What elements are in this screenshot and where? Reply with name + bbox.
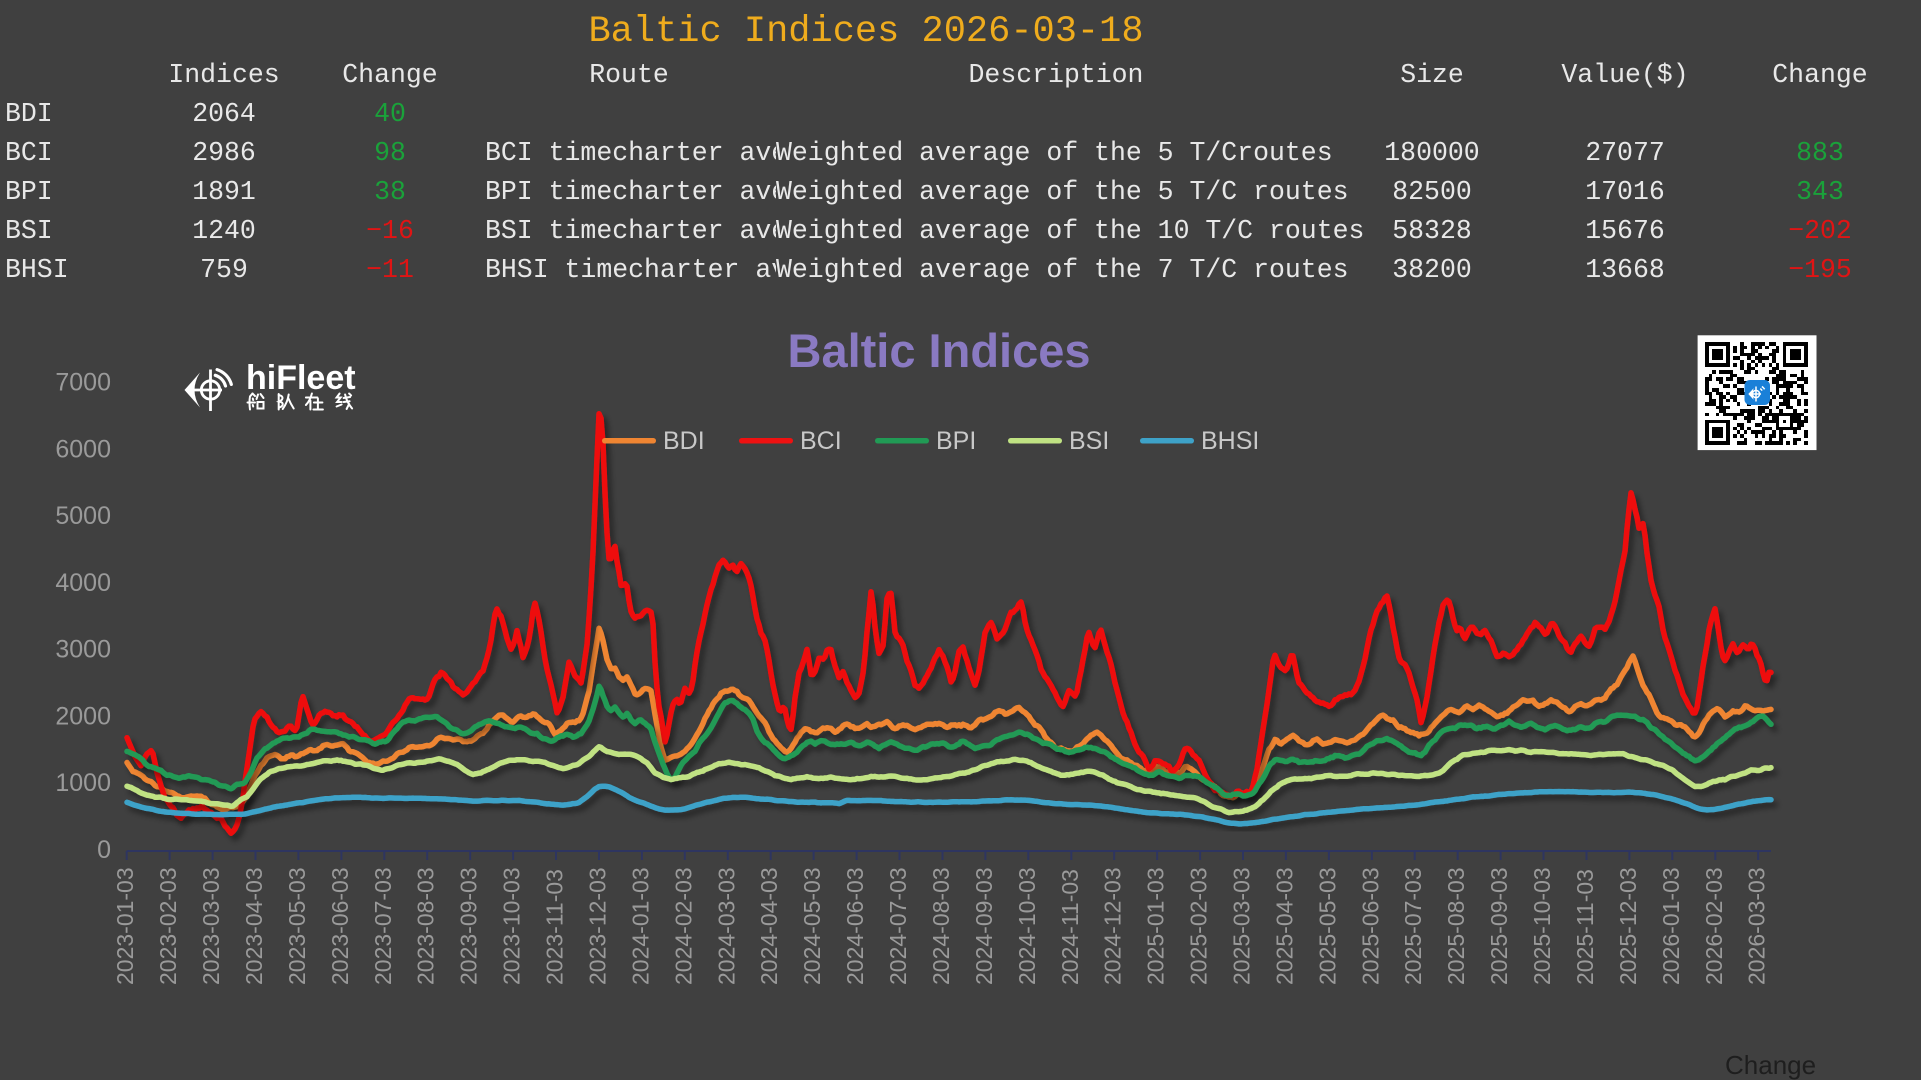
svg-text:2025-03-03: 2025-03-03 [1229, 867, 1255, 985]
svg-text:2025-04-03: 2025-04-03 [1271, 867, 1297, 985]
svg-text:4000: 4000 [55, 569, 111, 597]
svg-text:2024-02-03: 2024-02-03 [670, 867, 696, 985]
svg-text:Baltic Indices: Baltic Indices [788, 324, 1091, 377]
svg-text:BSI: BSI [1069, 427, 1109, 455]
svg-text:2024-06-03: 2024-06-03 [842, 867, 868, 985]
svg-text:2023-11-03: 2023-11-03 [542, 869, 568, 985]
svg-text:2023-12-03: 2023-12-03 [585, 867, 611, 985]
svg-text:BCI: BCI [800, 427, 842, 455]
svg-text:2025-12-03: 2025-12-03 [1615, 867, 1641, 985]
svg-text:2024-08-03: 2024-08-03 [928, 867, 954, 985]
svg-text:2023-08-03: 2023-08-03 [413, 867, 439, 985]
svg-text:BPI: BPI [936, 427, 976, 455]
svg-text:2025-11-03: 2025-11-03 [1572, 869, 1598, 985]
svg-text:2023-10-03: 2023-10-03 [499, 867, 525, 985]
svg-text:2023-06-03: 2023-06-03 [327, 867, 353, 985]
svg-text:hiFleet: hiFleet [246, 359, 356, 397]
svg-text:2025-08-03: 2025-08-03 [1443, 867, 1469, 985]
svg-text:7000: 7000 [55, 369, 111, 397]
svg-text:2025-10-03: 2025-10-03 [1529, 867, 1555, 985]
svg-text:3000: 3000 [55, 636, 111, 664]
svg-text:2024-03-03: 2024-03-03 [713, 867, 739, 985]
svg-text:2024-10-03: 2024-10-03 [1014, 867, 1040, 985]
svg-text:1000: 1000 [55, 769, 111, 797]
svg-text:2025-07-03: 2025-07-03 [1400, 867, 1426, 985]
svg-text:6000: 6000 [55, 435, 111, 463]
svg-text:2023-05-03: 2023-05-03 [284, 867, 310, 985]
svg-text:2024-09-03: 2024-09-03 [971, 867, 997, 985]
svg-text:2026-03-03: 2026-03-03 [1744, 867, 1770, 985]
svg-text:BDI: BDI [663, 427, 705, 455]
svg-text:5000: 5000 [55, 502, 111, 530]
svg-text:2025-06-03: 2025-06-03 [1357, 867, 1383, 985]
svg-text:2025-05-03: 2025-05-03 [1314, 867, 1340, 985]
svg-text:2024-05-03: 2024-05-03 [799, 867, 825, 985]
svg-text:2024-01-03: 2024-01-03 [627, 867, 653, 985]
svg-text:2024-11-03: 2024-11-03 [1057, 869, 1083, 985]
svg-text:2024-07-03: 2024-07-03 [885, 867, 911, 985]
svg-text:2024-12-03: 2024-12-03 [1100, 867, 1126, 985]
svg-text:2023-09-03: 2023-09-03 [456, 867, 482, 985]
svg-text:2025-02-03: 2025-02-03 [1186, 867, 1212, 985]
svg-text:2023-04-03: 2023-04-03 [241, 867, 267, 985]
svg-text:2023-02-03: 2023-02-03 [155, 867, 181, 985]
svg-text:2023-07-03: 2023-07-03 [370, 867, 396, 985]
svg-text:2023-03-03: 2023-03-03 [198, 867, 224, 985]
svg-text:2025-09-03: 2025-09-03 [1486, 867, 1512, 985]
svg-text:2026-01-03: 2026-01-03 [1658, 867, 1684, 985]
svg-text:2026-02-03: 2026-02-03 [1701, 867, 1727, 985]
svg-text:Change: Change [1725, 1050, 1816, 1080]
svg-text:BHSI: BHSI [1201, 427, 1259, 455]
svg-text:2000: 2000 [55, 703, 111, 731]
svg-text:2023-01-03: 2023-01-03 [112, 867, 138, 985]
svg-text:0: 0 [97, 836, 111, 864]
svg-text:2025-01-03: 2025-01-03 [1143, 867, 1169, 985]
svg-text:2024-04-03: 2024-04-03 [756, 867, 782, 985]
